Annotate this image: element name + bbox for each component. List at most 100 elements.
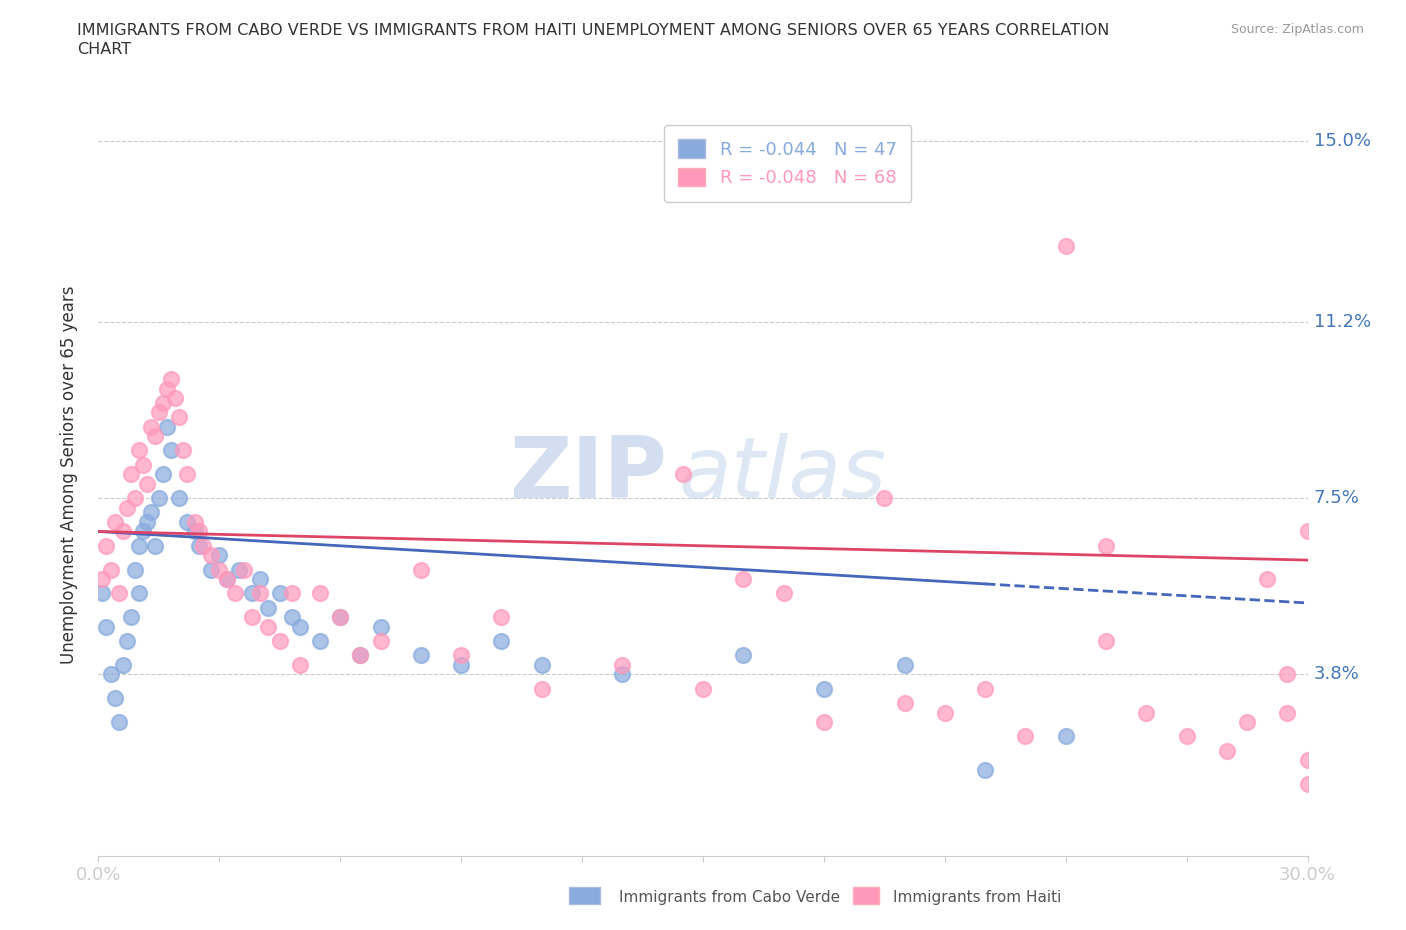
Point (188, 538, 211, 553)
Point (269, 586, 291, 601)
Point (530, 658, 553, 672)
Point (124, 491, 146, 506)
Point (409, 562, 432, 577)
Point (733, 572, 755, 587)
Point (160, 371, 183, 387)
Point (256, 619, 278, 634)
Point (160, 443, 183, 458)
Point (269, 633, 291, 648)
Point (1216, 743, 1239, 758)
Point (100, 562, 122, 577)
Point (1175, 729, 1198, 744)
Point (132, 458, 155, 472)
Point (188, 525, 211, 539)
Point (1296, 777, 1319, 791)
Text: 11.2%: 11.2% (1313, 312, 1371, 331)
Point (1135, 705, 1157, 720)
Point (103, 691, 125, 706)
Point (1296, 753, 1319, 768)
Legend: R = -0.044   N = 47, R = -0.048   N = 68: R = -0.044 N = 47, R = -0.048 N = 68 (664, 125, 911, 202)
Point (193, 538, 215, 553)
Point (1054, 729, 1077, 744)
Text: 7.5%: 7.5% (1313, 489, 1360, 507)
Point (208, 562, 231, 577)
Point (172, 443, 194, 458)
Point (491, 610, 513, 625)
Point (167, 410, 190, 425)
Point (91, 572, 114, 587)
Point (974, 682, 997, 697)
Point (132, 525, 155, 539)
Point (167, 491, 190, 506)
Point (873, 491, 896, 506)
Point (176, 514, 198, 529)
Point (370, 619, 392, 634)
Point (692, 682, 714, 697)
Text: 15.0%: 15.0% (1313, 132, 1371, 150)
Point (115, 633, 138, 648)
Point (143, 538, 166, 553)
Point (672, 467, 695, 482)
Point (1256, 572, 1278, 587)
Point (139, 505, 162, 520)
Point (1014, 729, 1036, 744)
Point (96, 538, 118, 553)
Point (240, 586, 263, 601)
Text: Immigrants from Haiti: Immigrants from Haiti (893, 890, 1062, 905)
Point (107, 586, 129, 601)
Point (176, 467, 198, 482)
Point (281, 586, 304, 601)
Text: CHART: CHART (77, 42, 131, 57)
Point (450, 658, 472, 672)
Point (96, 619, 118, 634)
Point (612, 667, 634, 682)
Point (148, 405, 170, 419)
Point (288, 658, 311, 672)
Point (249, 586, 271, 601)
Point (1277, 705, 1299, 720)
Point (1095, 633, 1118, 648)
Point (217, 572, 239, 587)
Point (772, 586, 794, 601)
Point (232, 562, 254, 577)
Point (103, 514, 125, 529)
Point (240, 610, 263, 625)
Point (91, 586, 114, 601)
Point (1236, 714, 1258, 729)
Point (120, 610, 142, 625)
Point (733, 648, 755, 663)
Text: Source: ZipAtlas.com: Source: ZipAtlas.com (1230, 23, 1364, 36)
Point (974, 763, 997, 777)
Text: IMMIGRANTS FROM CABO VERDE VS IMMIGRANTS FROM HAITI UNEMPLOYMENT AMONG SENIORS O: IMMIGRANTS FROM CABO VERDE VS IMMIGRANTS… (77, 23, 1109, 38)
Point (143, 429, 166, 444)
Point (228, 562, 250, 577)
Point (139, 419, 162, 434)
Point (450, 648, 472, 663)
Point (156, 381, 179, 396)
Point (200, 562, 222, 577)
Point (128, 586, 150, 601)
Point (224, 586, 246, 601)
Point (530, 682, 553, 697)
Point (111, 525, 134, 539)
Point (813, 682, 835, 697)
Point (1296, 525, 1319, 539)
Point (208, 548, 231, 563)
Point (893, 658, 915, 672)
Point (249, 572, 271, 587)
Point (256, 601, 278, 616)
Point (124, 562, 146, 577)
Point (148, 491, 170, 506)
Point (107, 714, 129, 729)
Point (135, 476, 157, 491)
Point (135, 514, 157, 529)
Text: Immigrants from Cabo Verde: Immigrants from Cabo Verde (619, 890, 839, 905)
Point (128, 443, 150, 458)
Point (1277, 667, 1299, 682)
Point (1054, 238, 1077, 253)
Point (152, 467, 174, 482)
Point (1095, 538, 1118, 553)
Point (217, 572, 239, 587)
Point (893, 696, 915, 711)
Point (934, 705, 956, 720)
